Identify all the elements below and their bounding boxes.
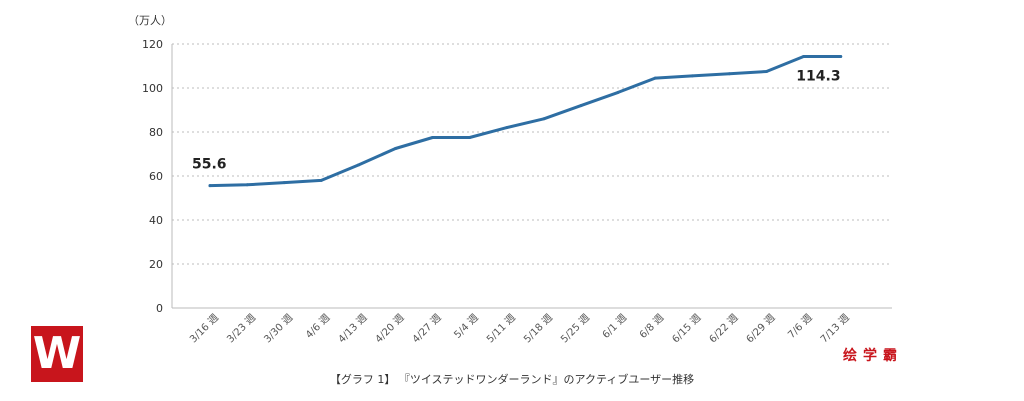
x-tick-label: 3/23 週 xyxy=(225,312,259,346)
x-tick-label: 7/13 週 xyxy=(818,312,852,346)
chart-caption: 【グラフ 1】 『ツイステッドワンダーランド』のアクティブユーザー推移 xyxy=(329,373,695,386)
x-tick-label: 5/11 週 xyxy=(484,312,518,346)
data-point xyxy=(208,184,212,188)
data-point xyxy=(765,70,768,73)
data-point xyxy=(245,183,249,187)
x-tick-label: 4/20 週 xyxy=(373,312,407,346)
logo-letter: W xyxy=(32,328,82,379)
data-point xyxy=(356,163,360,167)
x-tick-label: 4/27 週 xyxy=(410,312,444,346)
data-point xyxy=(319,178,323,182)
x-tick-label: 4/6 週 xyxy=(303,312,332,341)
y-tick-label: 60 xyxy=(149,170,163,183)
y-axis-unit-label: （万人） xyxy=(128,14,172,27)
y-tick-label: 80 xyxy=(149,126,163,139)
data-point xyxy=(839,55,843,59)
x-tick-label: 4/13 週 xyxy=(336,312,370,346)
x-tick-label: 3/30 週 xyxy=(262,312,296,346)
data-point xyxy=(616,90,620,94)
data-point xyxy=(653,76,657,80)
x-tick-label: 3/16 週 xyxy=(187,312,221,346)
y-tick-label: 20 xyxy=(149,258,163,271)
data-point xyxy=(505,126,509,130)
x-tick-label: 5/18 週 xyxy=(521,312,555,346)
data-point xyxy=(431,136,435,139)
x-tick-label: 5/4 週 xyxy=(452,312,481,341)
x-tick-label: 6/8 週 xyxy=(637,312,666,341)
data-label: 114.3 xyxy=(796,69,840,85)
y-tick-label: 40 xyxy=(149,214,163,227)
y-tick-label: 0 xyxy=(156,302,163,315)
data-point xyxy=(802,55,806,59)
y-tick-label: 120 xyxy=(142,38,163,51)
series-line xyxy=(208,55,843,188)
x-tick-label: 5/25 週 xyxy=(558,312,592,346)
x-tick-label: 6/29 週 xyxy=(744,312,778,346)
x-tick-label: 6/1 週 xyxy=(600,312,629,341)
data-label: 55.6 xyxy=(192,157,227,173)
y-tick-label: 100 xyxy=(142,82,163,95)
data-point xyxy=(394,147,397,150)
data-point xyxy=(282,181,286,185)
data-point xyxy=(690,74,694,78)
x-tick-label: 6/22 週 xyxy=(707,312,741,346)
x-tick-label: 6/15 週 xyxy=(670,312,704,346)
data-point xyxy=(468,136,472,139)
data-point xyxy=(542,117,546,121)
data-point xyxy=(579,104,583,108)
x-tick-label: 7/6 週 xyxy=(786,312,815,341)
brand-watermark: 绘学霸 xyxy=(843,348,903,364)
data-point xyxy=(727,72,731,76)
logo: W xyxy=(31,326,83,382)
